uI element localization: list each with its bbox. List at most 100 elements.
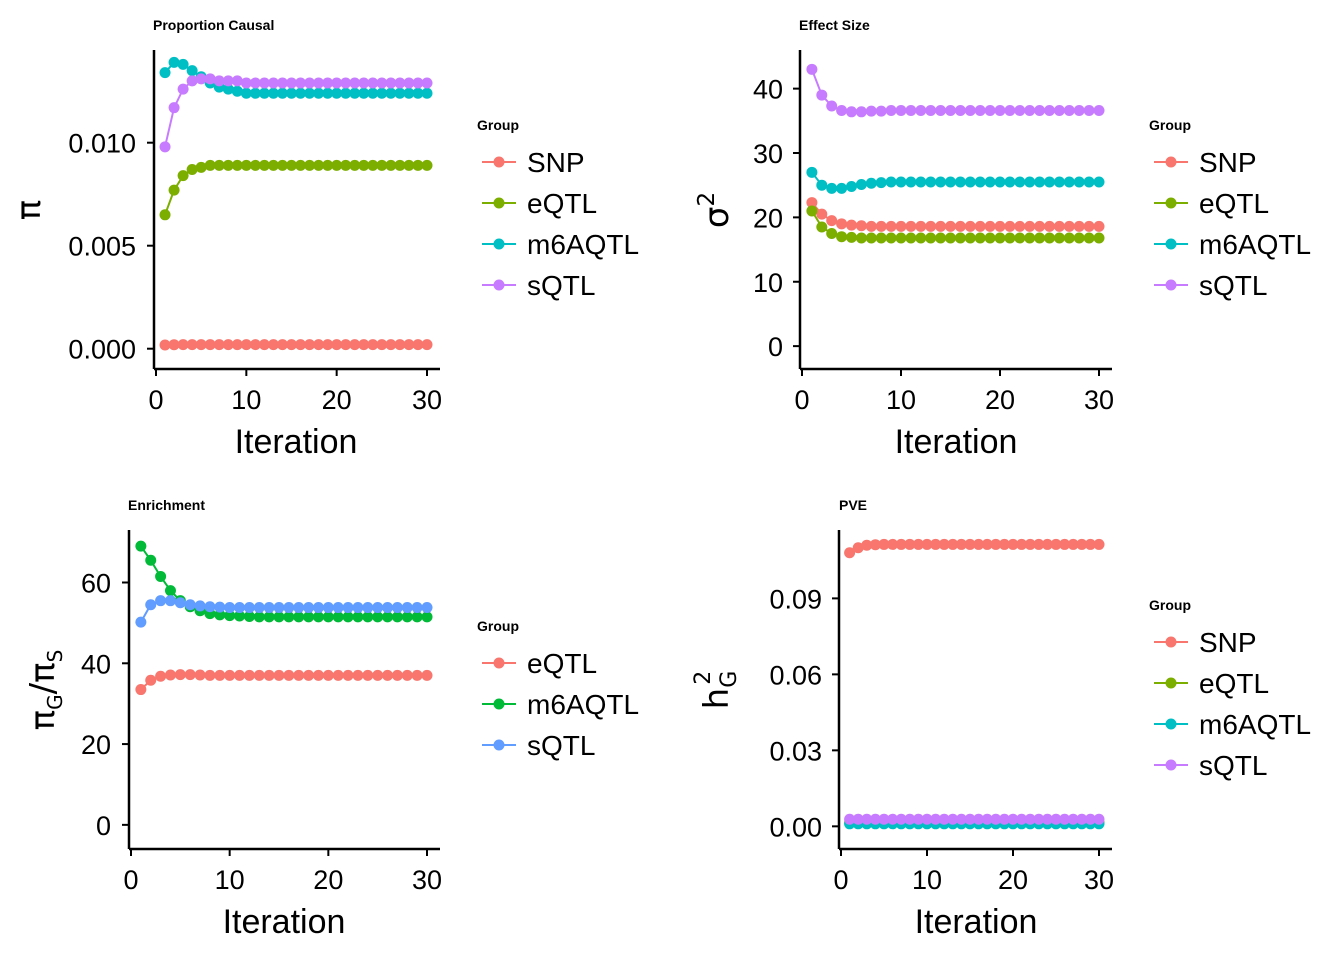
data-point-m6AQTL xyxy=(1024,176,1036,188)
data-point-eQTL xyxy=(267,159,279,171)
data-point-sQTL xyxy=(984,105,996,117)
legend-key-point xyxy=(493,156,505,168)
legend-item-m6AQTL: m6AQTL xyxy=(1154,709,1311,740)
data-point-sQTL xyxy=(186,75,198,87)
data-point-eQTL xyxy=(293,669,305,681)
data-point-m6AQTL xyxy=(258,87,270,99)
data-point-m6AQTL xyxy=(846,180,857,192)
data-point-sQTL xyxy=(340,77,352,89)
data-point-eQTL xyxy=(1073,232,1085,244)
data-point-SNP xyxy=(938,538,950,550)
data-point-sQTL xyxy=(421,602,433,614)
data-point-m6AQTL xyxy=(1073,176,1085,188)
panel-title: PVE xyxy=(839,497,867,513)
data-point-m6AQTL xyxy=(391,611,403,623)
data-point-sQTL xyxy=(403,77,415,89)
x-axis-title: Iteration xyxy=(235,423,358,461)
data-point-m6AQTL xyxy=(385,87,397,99)
data-point-m6AQTL xyxy=(994,176,1006,188)
data-point-sQTL xyxy=(184,599,196,611)
data-point-m6AQTL xyxy=(1034,176,1046,188)
data-point-m6AQTL xyxy=(411,611,423,623)
x-tick-label: 30 xyxy=(1084,385,1114,415)
data-point-SNP xyxy=(836,218,848,230)
data-point-eQTL xyxy=(915,232,927,244)
data-point-eQTL xyxy=(394,159,406,171)
data-point-eQTL xyxy=(340,159,352,171)
data-point-SNP xyxy=(1044,220,1055,232)
data-point-sQTL xyxy=(349,77,361,89)
data-point-SNP xyxy=(213,339,225,351)
y-tick-label: 0 xyxy=(768,332,783,362)
data-point-m6AQTL xyxy=(421,87,433,99)
data-point-eQTL xyxy=(367,159,379,171)
data-point-eQTL xyxy=(954,232,966,244)
data-point-sQTL xyxy=(135,616,147,628)
data-point-eQTL xyxy=(231,159,243,171)
data-point-sQTL xyxy=(382,602,394,614)
data-point-eQTL xyxy=(213,159,225,171)
data-point-sQTL xyxy=(286,77,297,89)
data-point-SNP xyxy=(887,538,899,550)
data-point-sQTL xyxy=(855,106,867,118)
data-point-sQTL xyxy=(925,105,937,117)
data-point-eQTL xyxy=(875,232,887,244)
data-point-sQTL xyxy=(904,813,916,825)
data-point-eQTL xyxy=(385,159,397,171)
legend-label: eQTL xyxy=(527,188,597,219)
data-point-SNP xyxy=(954,220,966,232)
x-tick-label: 30 xyxy=(412,865,442,895)
data-point-eQTL xyxy=(382,669,394,681)
data-point-m6AQTL xyxy=(253,611,265,623)
data-point-eQTL xyxy=(222,159,234,171)
data-point-SNP xyxy=(186,339,198,351)
data-point-eQTL xyxy=(186,163,198,175)
data-point-SNP xyxy=(240,339,252,351)
data-point-SNP xyxy=(855,220,867,232)
data-point-SNP xyxy=(322,339,334,351)
data-point-m6AQTL xyxy=(954,176,966,188)
data-point-m6AQTL xyxy=(826,182,838,194)
data-point-eQTL xyxy=(421,159,433,171)
y-tick-label: 20 xyxy=(81,730,111,760)
data-point-sQTL xyxy=(303,602,315,614)
data-point-eQTL xyxy=(945,232,956,244)
data-point-m6AQTL xyxy=(367,87,379,99)
data-point-eQTL xyxy=(155,670,167,682)
data-point-sQTL xyxy=(964,813,976,825)
data-point-eQTL xyxy=(372,669,384,681)
data-point-sQTL xyxy=(974,105,986,117)
data-point-m6AQTL xyxy=(382,611,394,623)
data-point-m6AQTL xyxy=(855,179,867,191)
data-point-m6AQTL xyxy=(372,611,384,623)
x-tick-label: 20 xyxy=(313,865,343,895)
data-point-m6AQTL xyxy=(340,87,352,99)
data-point-sQTL xyxy=(421,77,433,89)
data-point-sQTL xyxy=(806,63,818,75)
data-point-eQTL xyxy=(376,159,388,171)
data-point-eQTL xyxy=(263,669,275,681)
data-point-eQTL xyxy=(826,227,838,239)
legend-label: eQTL xyxy=(1199,188,1269,219)
data-point-SNP xyxy=(1076,538,1088,550)
y-tick-label: 0.005 xyxy=(68,232,136,262)
x-tick-label: 10 xyxy=(215,865,245,895)
data-point-SNP xyxy=(412,339,424,351)
x-tick-label: 10 xyxy=(231,385,261,415)
data-point-SNP xyxy=(367,339,379,351)
x-tick-label: 30 xyxy=(412,385,442,415)
data-point-SNP xyxy=(895,220,907,232)
data-point-SNP xyxy=(304,339,316,351)
data-point-sQTL xyxy=(304,77,316,89)
data-point-sQTL xyxy=(412,77,424,89)
x-tick-label: 0 xyxy=(148,385,163,415)
data-point-m6AQTL xyxy=(249,87,261,99)
data-point-SNP xyxy=(964,538,976,550)
data-point-sQTL xyxy=(243,602,255,614)
data-point-eQTL xyxy=(352,669,364,681)
data-point-SNP xyxy=(921,538,933,550)
data-point-sQTL xyxy=(816,89,828,101)
data-point-SNP xyxy=(905,220,917,232)
legend-label: SNP xyxy=(527,147,585,178)
data-point-SNP xyxy=(249,339,261,351)
